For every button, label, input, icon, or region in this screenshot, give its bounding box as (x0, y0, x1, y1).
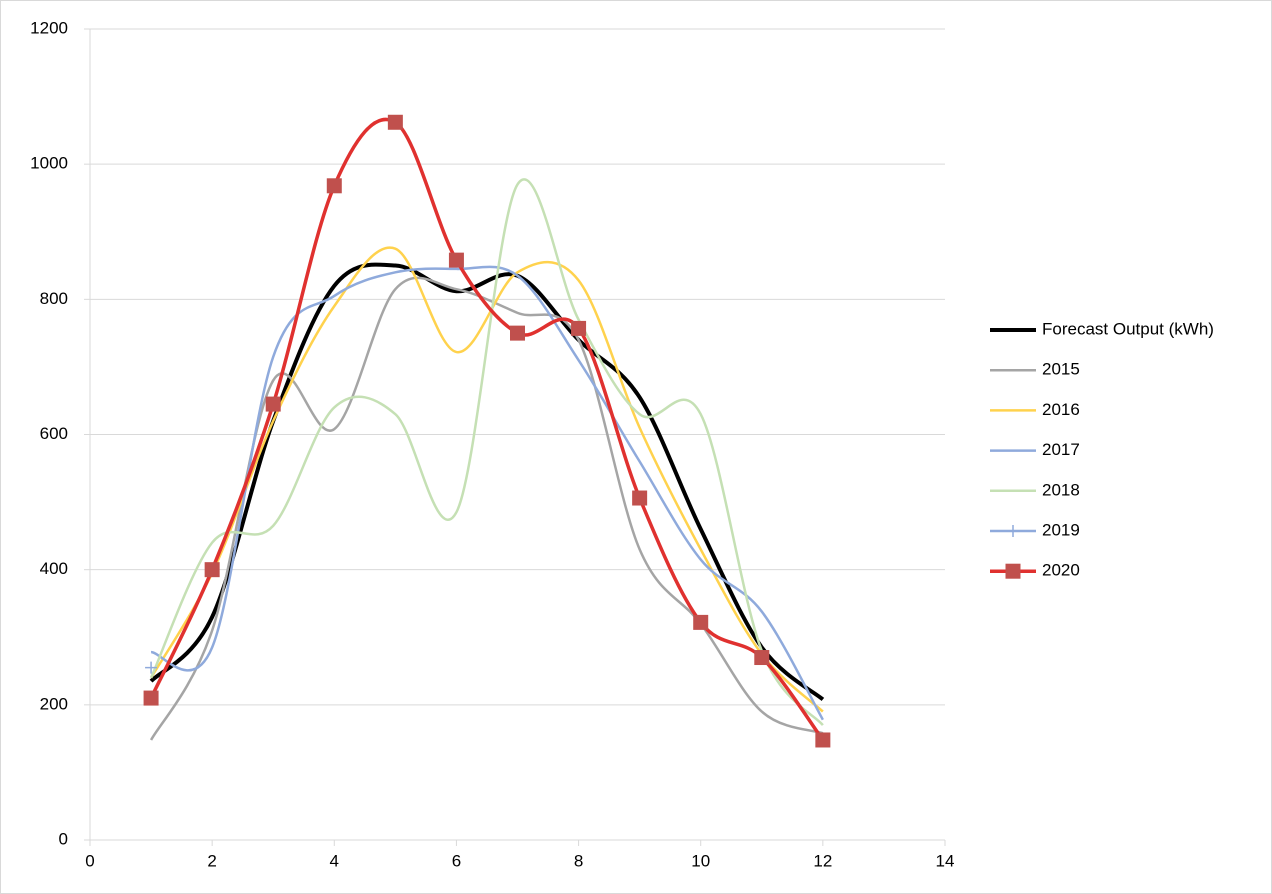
y-tick-label: 1200 (30, 18, 68, 37)
x-tick-label: 14 (936, 851, 955, 870)
legend-label: 2018 (1042, 480, 1080, 499)
data-point (387, 114, 403, 130)
series-line (149, 246, 824, 713)
data-point (693, 614, 709, 630)
y-tick-label: 600 (40, 424, 68, 443)
legend-label: Forecast Output (kWh) (1042, 319, 1214, 338)
y-tick-label: 200 (40, 694, 68, 713)
data-point (448, 252, 464, 268)
x-tick-label: 2 (207, 851, 216, 870)
legend-marker (1005, 563, 1021, 579)
data-point (326, 178, 342, 194)
x-tick-label: 12 (813, 851, 832, 870)
legend-marker (1007, 525, 1019, 537)
data-point (145, 661, 158, 674)
legend-label: 2017 (1042, 440, 1080, 459)
x-tick-label: 0 (85, 851, 94, 870)
series-line (149, 262, 825, 701)
data-point (754, 650, 770, 666)
x-tick-label: 10 (691, 851, 710, 870)
y-tick-label: 0 (59, 829, 68, 848)
x-tick-label: 4 (330, 851, 339, 870)
series-line (149, 178, 824, 726)
x-tick-label: 8 (574, 851, 583, 870)
x-tick-label: 6 (452, 851, 461, 870)
legend-label: 2019 (1042, 520, 1080, 539)
legend-label: 2020 (1042, 561, 1080, 580)
data-point (204, 562, 220, 578)
data-point (815, 732, 831, 748)
legend-label: 2016 (1042, 400, 1080, 419)
data-point (632, 490, 648, 506)
data-point (571, 320, 587, 336)
y-tick-label: 1000 (30, 154, 68, 173)
legend-label: 2015 (1042, 360, 1080, 379)
y-tick-label: 800 (40, 289, 68, 308)
y-tick-label: 400 (40, 559, 68, 578)
data-point (143, 690, 159, 706)
data-point (510, 325, 525, 341)
data-point (265, 396, 281, 412)
